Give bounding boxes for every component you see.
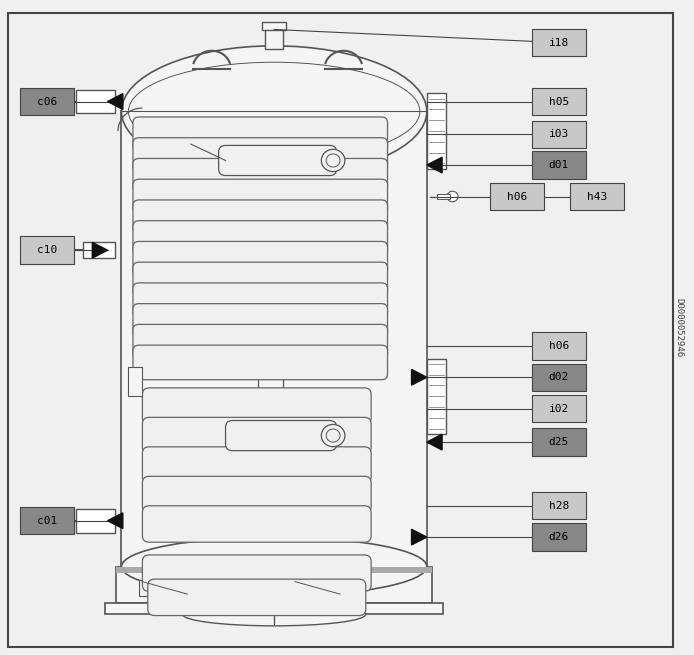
Text: h06: h06 bbox=[507, 191, 527, 202]
Bar bbox=[427, 358, 446, 434]
FancyBboxPatch shape bbox=[142, 506, 371, 542]
Bar bbox=[116, 567, 432, 603]
FancyBboxPatch shape bbox=[20, 88, 74, 115]
Text: c06: c06 bbox=[37, 96, 58, 107]
FancyBboxPatch shape bbox=[148, 579, 366, 616]
FancyBboxPatch shape bbox=[133, 117, 387, 151]
FancyBboxPatch shape bbox=[133, 304, 387, 338]
Bar bbox=[427, 93, 446, 168]
FancyBboxPatch shape bbox=[219, 145, 337, 176]
FancyBboxPatch shape bbox=[532, 492, 586, 519]
Bar bbox=[265, 28, 283, 49]
Polygon shape bbox=[412, 529, 427, 545]
FancyBboxPatch shape bbox=[133, 345, 387, 380]
FancyBboxPatch shape bbox=[142, 388, 371, 424]
FancyBboxPatch shape bbox=[142, 447, 371, 483]
Text: d01: d01 bbox=[548, 160, 569, 170]
Ellipse shape bbox=[183, 603, 366, 626]
FancyBboxPatch shape bbox=[532, 395, 586, 422]
Text: h06: h06 bbox=[548, 341, 569, 351]
Ellipse shape bbox=[121, 537, 427, 596]
Text: D0000052946: D0000052946 bbox=[675, 298, 683, 357]
Circle shape bbox=[447, 191, 458, 202]
Polygon shape bbox=[108, 513, 123, 529]
FancyBboxPatch shape bbox=[142, 417, 371, 454]
FancyBboxPatch shape bbox=[20, 507, 74, 534]
FancyBboxPatch shape bbox=[532, 121, 586, 148]
FancyBboxPatch shape bbox=[133, 324, 387, 359]
Text: h05: h05 bbox=[548, 96, 569, 107]
Circle shape bbox=[326, 154, 340, 167]
FancyBboxPatch shape bbox=[133, 200, 387, 234]
Polygon shape bbox=[108, 94, 123, 109]
Bar bbox=[128, 367, 142, 396]
Bar bbox=[139, 580, 191, 596]
FancyBboxPatch shape bbox=[133, 283, 387, 318]
FancyBboxPatch shape bbox=[133, 159, 387, 193]
Text: c01: c01 bbox=[37, 515, 58, 526]
FancyBboxPatch shape bbox=[142, 476, 371, 513]
FancyBboxPatch shape bbox=[226, 421, 337, 451]
Bar bbox=[437, 194, 450, 199]
Bar bbox=[83, 242, 115, 258]
Text: i03: i03 bbox=[548, 129, 569, 140]
FancyBboxPatch shape bbox=[133, 262, 387, 297]
FancyBboxPatch shape bbox=[570, 183, 624, 210]
FancyBboxPatch shape bbox=[133, 221, 387, 255]
Text: d26: d26 bbox=[548, 532, 569, 542]
Text: i02: i02 bbox=[548, 403, 569, 414]
Ellipse shape bbox=[121, 46, 427, 177]
Circle shape bbox=[321, 149, 345, 172]
Polygon shape bbox=[427, 434, 442, 450]
Circle shape bbox=[326, 429, 340, 442]
Bar bbox=[262, 22, 286, 30]
Text: c10: c10 bbox=[37, 245, 58, 255]
Bar bbox=[76, 509, 115, 533]
FancyBboxPatch shape bbox=[20, 236, 74, 264]
Text: d02: d02 bbox=[548, 372, 569, 383]
Polygon shape bbox=[92, 242, 108, 258]
FancyBboxPatch shape bbox=[532, 29, 586, 56]
Text: h43: h43 bbox=[586, 191, 607, 202]
FancyBboxPatch shape bbox=[133, 242, 387, 276]
FancyBboxPatch shape bbox=[133, 138, 387, 172]
Text: i18: i18 bbox=[548, 37, 569, 48]
FancyBboxPatch shape bbox=[532, 88, 586, 115]
Bar bbox=[291, 580, 344, 596]
Bar bbox=[116, 567, 432, 573]
Polygon shape bbox=[427, 157, 442, 173]
FancyBboxPatch shape bbox=[133, 179, 387, 214]
FancyBboxPatch shape bbox=[532, 332, 586, 360]
Bar bbox=[121, 111, 427, 567]
Text: d25: d25 bbox=[548, 437, 569, 447]
FancyBboxPatch shape bbox=[532, 364, 586, 391]
FancyBboxPatch shape bbox=[532, 428, 586, 456]
Bar bbox=[76, 90, 115, 113]
FancyBboxPatch shape bbox=[490, 183, 544, 210]
FancyBboxPatch shape bbox=[142, 555, 371, 591]
Circle shape bbox=[321, 424, 345, 447]
Text: h28: h28 bbox=[548, 500, 569, 511]
FancyBboxPatch shape bbox=[532, 523, 586, 551]
Bar bbox=[105, 603, 443, 614]
Polygon shape bbox=[412, 369, 427, 385]
FancyBboxPatch shape bbox=[532, 151, 586, 179]
